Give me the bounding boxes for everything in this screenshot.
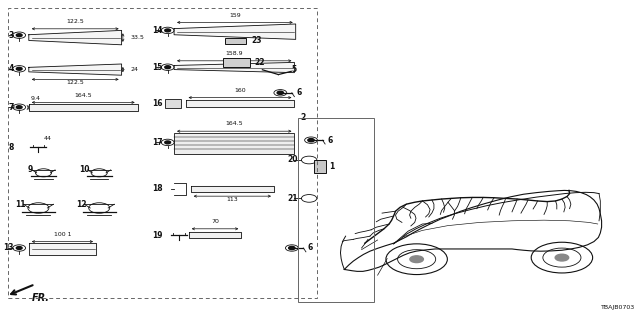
Circle shape (165, 29, 170, 32)
Text: TBAJB0703: TBAJB0703 (600, 305, 635, 310)
Circle shape (165, 141, 170, 144)
Text: FR.: FR. (32, 292, 50, 303)
Polygon shape (174, 62, 294, 73)
Text: 7: 7 (9, 103, 14, 112)
Text: 6: 6 (327, 136, 332, 145)
Polygon shape (29, 30, 122, 45)
Circle shape (165, 66, 170, 68)
Polygon shape (29, 64, 122, 75)
Polygon shape (174, 24, 296, 39)
Text: 5: 5 (291, 65, 296, 74)
Polygon shape (29, 104, 138, 111)
Text: 160: 160 (234, 88, 246, 93)
Text: 44: 44 (44, 136, 52, 141)
Circle shape (17, 106, 22, 108)
Text: 20: 20 (287, 156, 298, 164)
Bar (174, 133, 294, 154)
Circle shape (555, 254, 569, 261)
Text: 100 1: 100 1 (54, 232, 71, 237)
Text: 122.5: 122.5 (67, 19, 84, 24)
Text: 3: 3 (9, 31, 14, 40)
Text: 11: 11 (15, 200, 26, 209)
Circle shape (17, 68, 22, 70)
Circle shape (308, 139, 314, 142)
Text: 16: 16 (152, 100, 163, 108)
Text: 9: 9 (28, 165, 33, 174)
Text: 158.9: 158.9 (225, 51, 243, 56)
Text: 14: 14 (152, 26, 163, 35)
Text: 13: 13 (4, 244, 14, 252)
Bar (8, 8, 317, 298)
Polygon shape (186, 100, 294, 107)
Circle shape (289, 246, 295, 250)
Circle shape (17, 34, 22, 36)
Bar (298, 118, 374, 302)
Text: 4: 4 (9, 64, 14, 73)
Text: 6: 6 (308, 244, 313, 252)
Text: 24: 24 (131, 67, 139, 72)
Text: 18: 18 (152, 184, 163, 193)
Text: 1: 1 (330, 162, 335, 171)
Text: 22: 22 (255, 58, 265, 67)
Bar (165, 99, 181, 108)
Bar (314, 160, 326, 173)
Text: 10: 10 (79, 165, 90, 174)
Text: 23: 23 (251, 36, 261, 45)
Text: 6: 6 (296, 88, 301, 97)
Circle shape (17, 246, 22, 250)
Circle shape (277, 91, 284, 94)
Bar (223, 58, 250, 67)
Text: 70: 70 (211, 219, 219, 224)
Text: 113: 113 (227, 197, 238, 202)
Text: 15: 15 (152, 63, 163, 72)
Text: 9.4: 9.4 (10, 105, 20, 110)
Text: 9.4: 9.4 (31, 96, 41, 101)
Text: 21: 21 (287, 194, 298, 203)
Text: 2: 2 (301, 113, 306, 122)
Polygon shape (29, 243, 96, 255)
Text: 33.5: 33.5 (131, 35, 145, 40)
Text: 8: 8 (9, 143, 14, 152)
Bar (225, 38, 246, 44)
Text: 164.5: 164.5 (74, 92, 92, 98)
Text: 122.5: 122.5 (67, 80, 84, 85)
Text: 159: 159 (229, 12, 241, 18)
Text: 17: 17 (152, 138, 163, 147)
Polygon shape (189, 232, 241, 238)
Text: 12: 12 (76, 200, 86, 209)
Text: 19: 19 (152, 231, 163, 240)
Polygon shape (191, 186, 274, 192)
Circle shape (410, 256, 424, 263)
Text: 164.5: 164.5 (225, 121, 243, 126)
